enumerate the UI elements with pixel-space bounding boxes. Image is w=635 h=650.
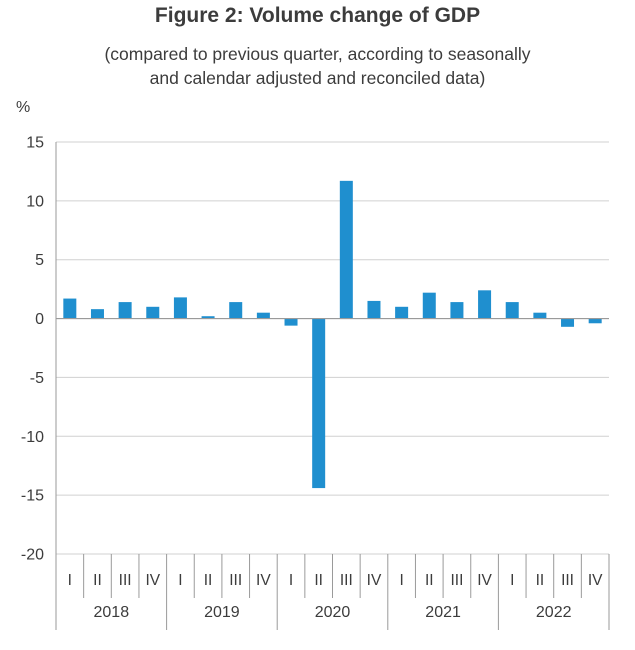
x-tick-label-quarter: III (119, 572, 132, 589)
bar (146, 306, 160, 319)
x-tick-label-quarter: II (536, 572, 545, 589)
bar (395, 306, 409, 319)
bar (63, 298, 77, 319)
x-tick-label-quarter: III (340, 572, 353, 589)
x-tick-label-quarter: IV (367, 572, 382, 589)
bar (201, 316, 215, 319)
x-tick-label-quarter: III (450, 572, 463, 589)
x-tick-label-year: 2022 (536, 604, 572, 621)
chart-title: Figure 2: Volume change of GDP (154, 4, 481, 27)
y-tick-label: -20 (21, 547, 44, 564)
x-tick-label-quarter: I (178, 572, 182, 589)
x-tick-label-quarter: II (314, 572, 323, 589)
y-tick-label: -5 (30, 370, 44, 387)
bar (533, 312, 547, 319)
bar (229, 302, 243, 319)
x-tick-label-quarter: II (425, 572, 434, 589)
x-tick-label-year: 2019 (204, 604, 240, 621)
bar (561, 318, 575, 327)
bar (312, 318, 326, 489)
x-tick-label-quarter: IV (145, 572, 160, 589)
bar (478, 290, 492, 319)
bar (284, 318, 298, 326)
subtitle-line-1: (compared to previous quarter, according… (104, 44, 531, 64)
y-tick-label: -15 (21, 488, 44, 505)
bar (256, 312, 270, 319)
bar (339, 180, 353, 319)
y-axis-unit-label: % (16, 99, 31, 116)
y-tick-label: 15 (26, 135, 44, 152)
y-tick-label: 0 (35, 311, 44, 328)
x-tick-label-quarter: IV (256, 572, 271, 589)
bar (450, 302, 464, 319)
x-tick-label-quarter: I (510, 572, 514, 589)
x-tick-label-year: 2021 (425, 604, 461, 621)
x-tick-label-quarter: III (561, 572, 574, 589)
x-tick-label-quarter: IV (588, 572, 603, 589)
x-tick-label-quarter: IV (477, 572, 492, 589)
subtitle-line-2: and calendar adjusted and reconciled dat… (149, 68, 486, 88)
x-tick-label-year: 2020 (315, 604, 351, 621)
bar (367, 300, 381, 319)
chart-subtitle: (compared to previous quarter, according… (0, 42, 635, 90)
bar (118, 302, 132, 319)
x-tick-label-quarter: I (289, 572, 293, 589)
y-tick-label: 5 (35, 252, 44, 269)
x-tick-label-quarter: II (204, 572, 213, 589)
x-tick-label-quarter: I (399, 572, 403, 589)
bar (422, 292, 436, 319)
x-tick-label-year: 2018 (94, 604, 130, 621)
x-tick-label-quarter: I (68, 572, 72, 589)
bar (588, 318, 602, 324)
bar (505, 302, 519, 319)
x-tick-label-quarter: III (229, 572, 242, 589)
bar (90, 309, 104, 319)
bar (173, 297, 187, 319)
x-tick-label-quarter: II (93, 572, 102, 589)
y-tick-label: -10 (21, 429, 44, 446)
y-tick-label: 10 (26, 193, 44, 210)
